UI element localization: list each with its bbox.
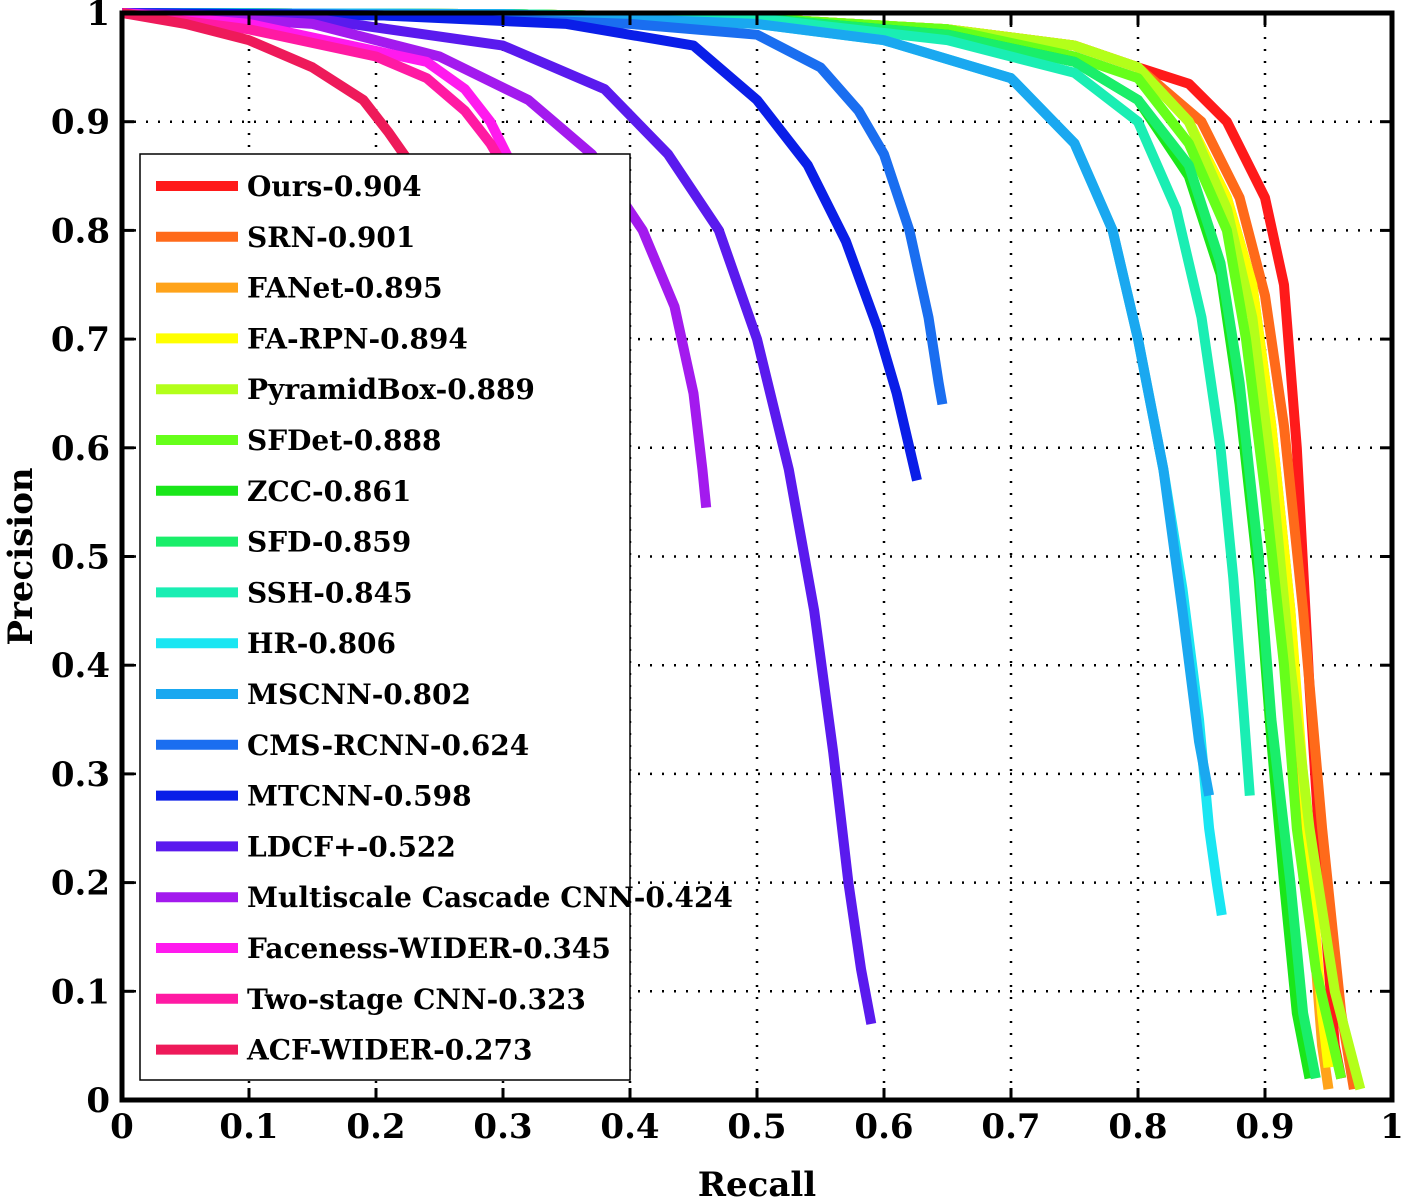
legend-entry-label: SRN-0.901	[247, 221, 415, 254]
legend-entry-label: MTCNN-0.598	[247, 780, 472, 813]
axis-ticks: 0 0.1 0.2 0.3 0.4 0.5 0.6 0.7 0.8 0.9 1 0 0.1 0.2 0.3 0…	[51, 0, 1404, 1147]
x-tick-label: 0	[110, 1107, 134, 1147]
y-tick-label: 0.1	[51, 972, 110, 1012]
x-tick-label: 0.4	[600, 1107, 659, 1147]
x-tick-label: 0.9	[1235, 1107, 1294, 1147]
x-tick-label: 1	[1380, 1107, 1404, 1147]
legend-entry-label: ZCC-0.861	[247, 475, 411, 508]
y-tick-label: 0.9	[51, 103, 110, 143]
legend-entry-label: Ours-0.904	[247, 170, 422, 203]
y-tick-label: 0.6	[51, 429, 110, 469]
legend-entry-label: CMS-RCNN-0.624	[247, 729, 529, 762]
legend-entry-label: SFDet-0.888	[247, 424, 441, 457]
legend-entry-label: PyramidBox-0.889	[247, 373, 535, 406]
legend-box	[139, 153, 631, 1081]
series-curve-13	[121, 8, 877, 1025]
y-tick-label: 0.8	[51, 211, 110, 251]
legend-entry-label: SFD-0.859	[247, 526, 411, 559]
y-tick-label: 0.7	[51, 320, 110, 360]
y-tick-label: 0.3	[51, 755, 110, 795]
legend-entry-label: HR-0.806	[247, 627, 396, 660]
legend-entry-label: LDCF+-0.522	[247, 830, 456, 863]
y-tick-label: 0.5	[51, 538, 110, 578]
legend-entry-label: FANet-0.895	[247, 272, 443, 305]
y-tick-label: 0	[86, 1081, 110, 1121]
legend-entry-label: FA-RPN-0.894	[247, 322, 468, 355]
x-tick-label: 0.7	[981, 1107, 1040, 1147]
y-tick-label: 0.4	[51, 646, 110, 686]
x-axis-label: Recall	[698, 1165, 817, 1201]
legend-entry-label: SSH-0.845	[247, 576, 413, 609]
series-curve-10	[121, 8, 1215, 797]
x-tick-label: 0.8	[1108, 1107, 1167, 1147]
x-tick-label: 0.2	[346, 1107, 405, 1147]
y-tick-label: 1	[86, 0, 110, 34]
y-axis-label: Precision	[1, 467, 41, 645]
legend: Ours-0.904 SRN-0.901 FANet-0.895 FA-RPN-0.8…	[139, 153, 733, 1081]
series-curve-16	[121, 8, 508, 168]
legend-entry-label: Multiscale Cascade CNN-0.424	[247, 881, 733, 914]
legend-entry-label: MSCNN-0.802	[247, 678, 471, 711]
x-tick-label: 0.3	[473, 1107, 532, 1147]
x-tick-label: 0.5	[727, 1107, 786, 1147]
legend-entry-label: ACF-WIDER-0.273	[246, 1034, 532, 1067]
legend-entry-label: Faceness-WIDER-0.345	[247, 932, 611, 965]
y-tick-label: 0.2	[51, 864, 110, 904]
series-curve-17	[121, 8, 416, 169]
x-tick-label: 0.6	[854, 1107, 913, 1147]
x-tick-label: 0.1	[219, 1107, 278, 1147]
legend-entry-label: Two-stage CNN-0.323	[247, 983, 586, 1016]
